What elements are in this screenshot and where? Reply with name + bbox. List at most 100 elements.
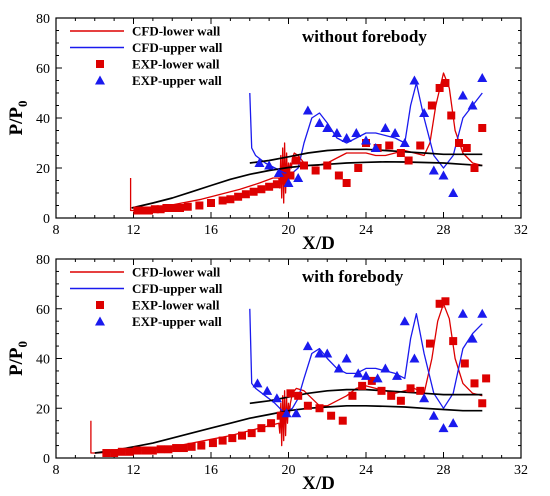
exp-upper-wall-point (302, 105, 313, 115)
exp-lower-wall-point (406, 384, 415, 393)
x-tick-label: 28 (437, 463, 451, 478)
exp-lower-wall-point (311, 166, 320, 175)
exp-lower-wall-point (133, 446, 142, 455)
y-tick-label: 40 (36, 353, 50, 368)
exp-upper-wall-point (399, 316, 410, 326)
exp-lower-wall-point (387, 391, 396, 400)
exp-upper-wall-point (361, 370, 371, 380)
exp-lower-wall-point (247, 429, 256, 438)
x-tick-label: 24 (359, 223, 373, 238)
x-tick-label: 20 (282, 223, 296, 238)
exp-lower-wall-point (162, 204, 171, 212)
exp-upper-wall-point (361, 135, 371, 145)
exp-lower-wall-point (102, 449, 111, 458)
exp-lower-wall-point (208, 439, 217, 448)
exp-upper-wall-point (353, 368, 364, 378)
x-axis-title: X/D (302, 473, 335, 494)
exp-lower-wall-point (156, 445, 165, 454)
y-tick-label: 0 (43, 212, 50, 227)
exp-lower-wall-point (416, 141, 425, 150)
y-axis-title-main: P/P (6, 347, 27, 376)
y-axis-title-subscript: 0 (15, 101, 30, 108)
y-axis-title-main: P/P (6, 107, 27, 136)
exp-upper-wall-point (283, 178, 294, 187)
exp-upper-wall-point (264, 160, 275, 170)
exp-lower-wall-point (179, 444, 188, 453)
legend-square-marker (96, 60, 104, 68)
exp-upper-wall-point (409, 353, 420, 363)
y-tick-label: 20 (36, 162, 50, 177)
exp-lower-wall-point (272, 180, 281, 189)
exp-lower-wall-point (207, 199, 215, 207)
exp-lower-wall-point (145, 206, 153, 215)
y-tick-label: 60 (36, 62, 50, 77)
exp-lower-wall-point (286, 389, 295, 398)
exp-lower-wall-point (482, 374, 491, 383)
x-tick-label: 12 (127, 463, 141, 478)
exp-lower-wall-point (150, 205, 159, 214)
x-tick-label: 16 (204, 463, 218, 478)
exp-lower-wall-point (148, 446, 157, 455)
legend-label: EXP-lower wall (132, 57, 220, 72)
exp-lower-wall-point (267, 419, 276, 428)
exp-lower-wall-point (396, 396, 405, 405)
y-tick-label: 0 (43, 452, 50, 467)
exp-lower-wall-point (238, 431, 246, 440)
exp-upper-wall-point (281, 408, 292, 418)
exp-lower-wall-point (470, 379, 479, 388)
y-tick-label: 20 (36, 402, 50, 417)
exp-lower-wall-point (164, 445, 173, 454)
legend-label: EXP-upper wall (132, 73, 222, 88)
exp-upper-wall-point (314, 348, 325, 358)
legend-label: CFD-lower wall (132, 265, 221, 280)
y-tick-label: 80 (36, 253, 50, 268)
y-axis-title: P/P0 (6, 101, 30, 136)
exp-lower-wall-point (300, 161, 308, 170)
y-axis-title: P/P0 (6, 341, 30, 376)
x-tick-label: 28 (437, 223, 451, 238)
exp-lower-wall-point (396, 149, 405, 157)
exp-upper-wall-point (428, 410, 439, 420)
exp-upper-wall-point (399, 138, 410, 147)
exp-upper-wall-point (467, 333, 478, 343)
exp-lower-wall-point (470, 164, 479, 172)
exp-upper-wall-point (262, 385, 273, 395)
exp-lower-wall-point (478, 399, 487, 408)
exp-lower-wall-point (358, 381, 367, 390)
exp-upper-wall-point (331, 128, 342, 137)
exp-upper-wall-point (351, 128, 362, 137)
exp-upper-wall-point (477, 73, 488, 82)
exp-lower-wall-point (218, 436, 227, 445)
exp-upper-wall-point (392, 370, 402, 380)
exp-upper-wall-point (370, 143, 381, 152)
exp-lower-wall-point (416, 386, 425, 395)
exp-lower-wall-point (280, 176, 289, 185)
exp-upper-wall-point (438, 170, 449, 180)
exp-lower-wall-point (172, 444, 181, 453)
exp-lower-wall-point (427, 101, 436, 110)
exp-upper-wall-point (448, 418, 459, 428)
exp-upper-wall-point (322, 123, 333, 132)
legend-label: CFD-upper wall (132, 281, 223, 296)
exp-upper-wall-point (341, 133, 352, 142)
x-tick-label: 12 (127, 223, 141, 238)
exp-lower-wall-point (435, 299, 444, 308)
exp-lower-wall-point (441, 297, 450, 306)
panel-title: with forebody (302, 267, 404, 286)
exp-lower-wall-point (377, 386, 386, 395)
exp-upper-wall-point (380, 363, 391, 373)
y-tick-label: 60 (36, 303, 50, 318)
exp-lower-wall-point (276, 411, 285, 420)
y-axis-title-subscript: 0 (15, 341, 30, 348)
x-tick-label: 16 (204, 223, 218, 238)
exp-upper-wall-point (477, 308, 488, 318)
exp-lower-wall-point (286, 171, 295, 180)
legend-label: EXP-lower wall (132, 298, 220, 313)
exp-lower-wall-point (334, 171, 343, 180)
exp-upper-wall-point (372, 373, 383, 383)
